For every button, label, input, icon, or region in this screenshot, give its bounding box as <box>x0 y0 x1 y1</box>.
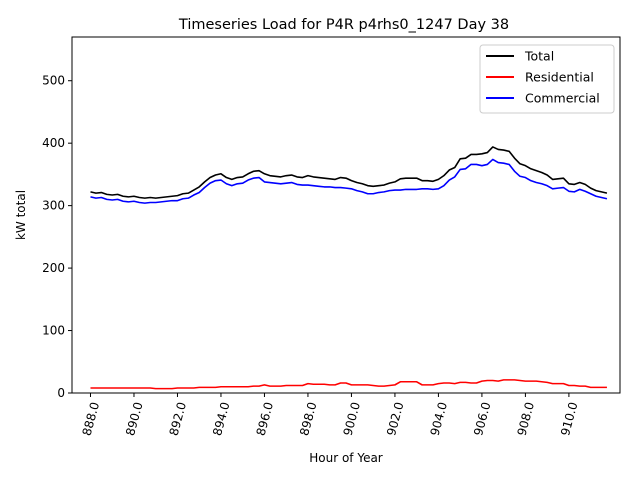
y-tick-label: 300 <box>42 199 65 213</box>
y-tick-label: 0 <box>57 386 65 400</box>
x-tick-label: 894.0 <box>210 400 232 437</box>
series-layer <box>90 146 608 390</box>
x-tick-label: 904.0 <box>428 400 450 437</box>
y-tick-label: 500 <box>42 74 65 88</box>
x-tick-label: 896.0 <box>254 400 276 437</box>
x-tick-label: 892.0 <box>167 400 189 437</box>
y-axis: 0 100 200 300 400 500 <box>42 74 72 400</box>
chart-title: Timeseries Load for P4R p4rhs0_1247 Day … <box>178 17 509 33</box>
x-tick-label: 900.0 <box>341 400 363 437</box>
legend-label-commercial: Commercial <box>525 91 600 106</box>
series-line-total <box>90 146 608 199</box>
legend-box <box>479 44 615 114</box>
x-tick-label: 902.0 <box>384 400 406 437</box>
x-tick-label: 888.0 <box>80 400 102 437</box>
y-tick-label: 100 <box>42 324 65 338</box>
x-tick-label: 890.0 <box>123 400 145 437</box>
x-tick-label: 898.0 <box>297 400 319 437</box>
x-tick-label: 906.0 <box>471 400 493 437</box>
y-axis-label: kW total <box>14 190 28 240</box>
series-line-commercial <box>90 158 608 204</box>
x-axis-label: Hour of Year <box>309 451 383 465</box>
x-axis: 888.0 890.0 892.0 894.0 896.0 898.0 900.0 902.0… <box>80 393 580 437</box>
x-tick-label: 910.0 <box>558 400 580 437</box>
x-tick-label: 908.0 <box>515 400 537 437</box>
legend: Total Residential Commercial <box>479 44 615 114</box>
y-tick-label: 200 <box>42 261 65 275</box>
legend-label-total: Total <box>524 49 554 64</box>
series-line-residential <box>90 379 607 390</box>
legend-label-residential: Residential <box>525 70 594 85</box>
y-tick-label: 400 <box>42 136 65 150</box>
